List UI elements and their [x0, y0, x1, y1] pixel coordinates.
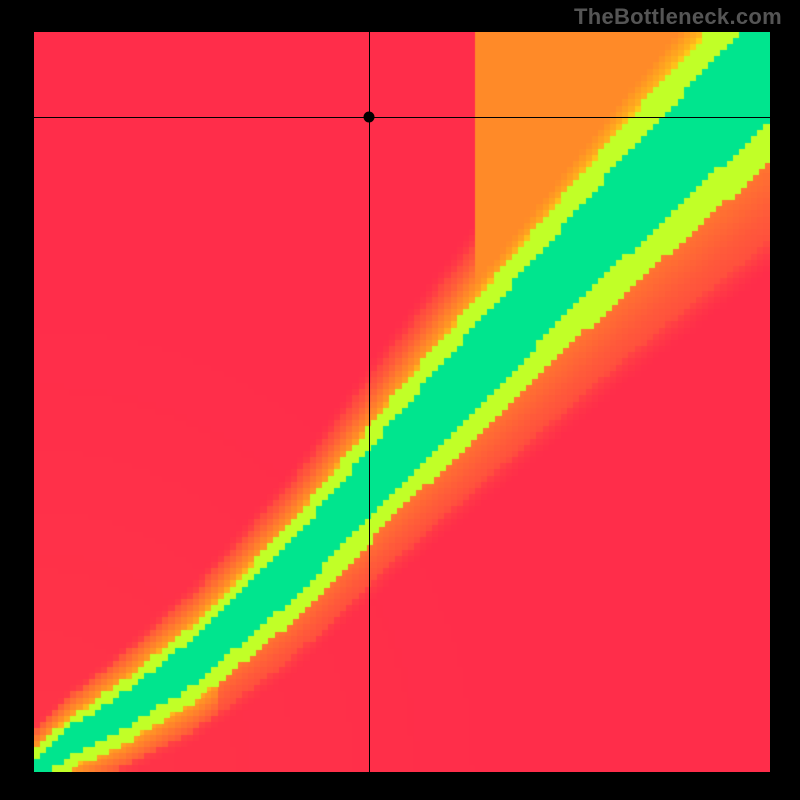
crosshair-horizontal — [34, 117, 770, 118]
watermark-text: TheBottleneck.com — [574, 4, 782, 30]
bottleneck-heatmap — [34, 32, 770, 772]
crosshair-marker — [363, 112, 374, 123]
root: TheBottleneck.com — [0, 0, 800, 800]
crosshair-vertical — [369, 32, 370, 772]
